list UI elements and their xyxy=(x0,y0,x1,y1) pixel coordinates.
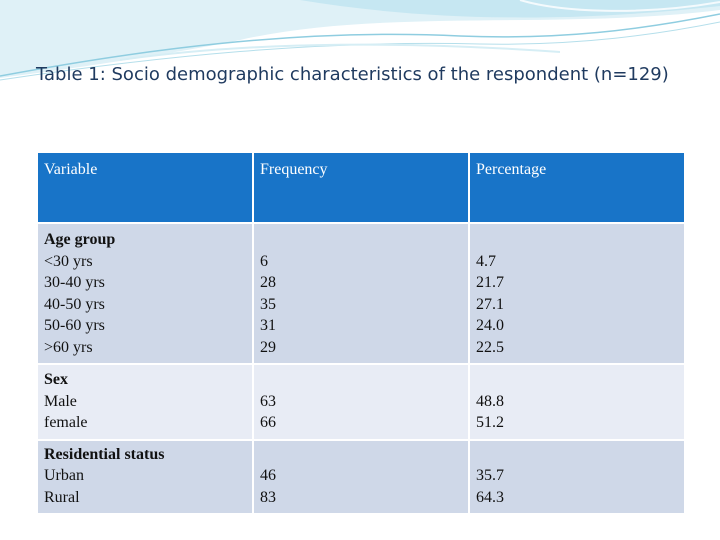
category-label: 40-50 yrs xyxy=(44,295,105,313)
percentage-value: 35.7 xyxy=(476,467,504,484)
percentage-cell: 4.7 21.7 27.1 24.0 22.5 xyxy=(468,222,686,365)
frequency-value: 28 xyxy=(260,274,276,291)
header-variable: Variable xyxy=(36,151,254,224)
table-header-row: Variable Frequency Percentage xyxy=(36,151,686,224)
category-label: Male xyxy=(44,392,77,410)
frequency-value: 63 xyxy=(260,392,276,410)
table-row-residential-status: Residential status Urban Rural 46 83 35.… xyxy=(36,438,686,515)
variable-cell: Residential status Urban Rural xyxy=(36,438,254,515)
frequency-value: 46 xyxy=(260,467,276,484)
variable-cell: Age group <30 yrs 30-40 yrs 40-50 yrs 50… xyxy=(36,222,254,365)
header-percentage: Percentage xyxy=(468,151,686,224)
frequency-value: 35 xyxy=(260,295,276,313)
percentage-value: 48.8 xyxy=(476,392,504,410)
percentage-cell: 35.7 64.3 xyxy=(468,438,686,515)
percentage-value: 22.5 xyxy=(476,338,504,356)
slide-title: Table 1: Socio demographic characteristi… xyxy=(36,64,669,85)
table-row-sex: Sex Male female 63 66 48.8 51.2 xyxy=(36,363,686,441)
frequency-cell: 63 66 xyxy=(252,363,470,441)
frequency-value: 29 xyxy=(260,338,276,356)
category-label: 50-60 yrs xyxy=(44,317,105,334)
table-row-age-group: Age group <30 yrs 30-40 yrs 40-50 yrs 50… xyxy=(36,222,686,365)
group-label: Age group xyxy=(44,231,116,248)
percentage-value: 24.0 xyxy=(476,317,504,334)
frequency-value: 6 xyxy=(260,252,268,270)
category-label: 30-40 yrs xyxy=(44,274,105,291)
percentage-value: 4.7 xyxy=(476,252,496,270)
percentage-value: 27.1 xyxy=(476,295,504,313)
percentage-cell: 48.8 51.2 xyxy=(468,363,686,441)
frequency-cell: 6 28 35 31 29 xyxy=(252,222,470,365)
group-label: Residential status xyxy=(44,445,165,463)
variable-cell: Sex Male female xyxy=(36,363,254,441)
category-label: >60 yrs xyxy=(44,338,93,356)
category-label: female xyxy=(44,414,88,431)
header-frequency: Frequency xyxy=(252,151,470,224)
frequency-cell: 46 83 xyxy=(252,438,470,515)
percentage-value: 64.3 xyxy=(476,488,504,506)
category-label: Urban xyxy=(44,467,84,484)
category-label: <30 yrs xyxy=(44,252,93,270)
demographics-table: Variable Frequency Percentage Age group … xyxy=(36,151,686,515)
category-label: Rural xyxy=(44,488,80,506)
percentage-value: 21.7 xyxy=(476,274,504,291)
decorative-swoosh-banner xyxy=(0,0,720,81)
frequency-value: 66 xyxy=(260,414,276,431)
frequency-value: 83 xyxy=(260,488,276,506)
group-label: Sex xyxy=(44,371,68,388)
percentage-value: 51.2 xyxy=(476,414,504,431)
frequency-value: 31 xyxy=(260,317,276,334)
